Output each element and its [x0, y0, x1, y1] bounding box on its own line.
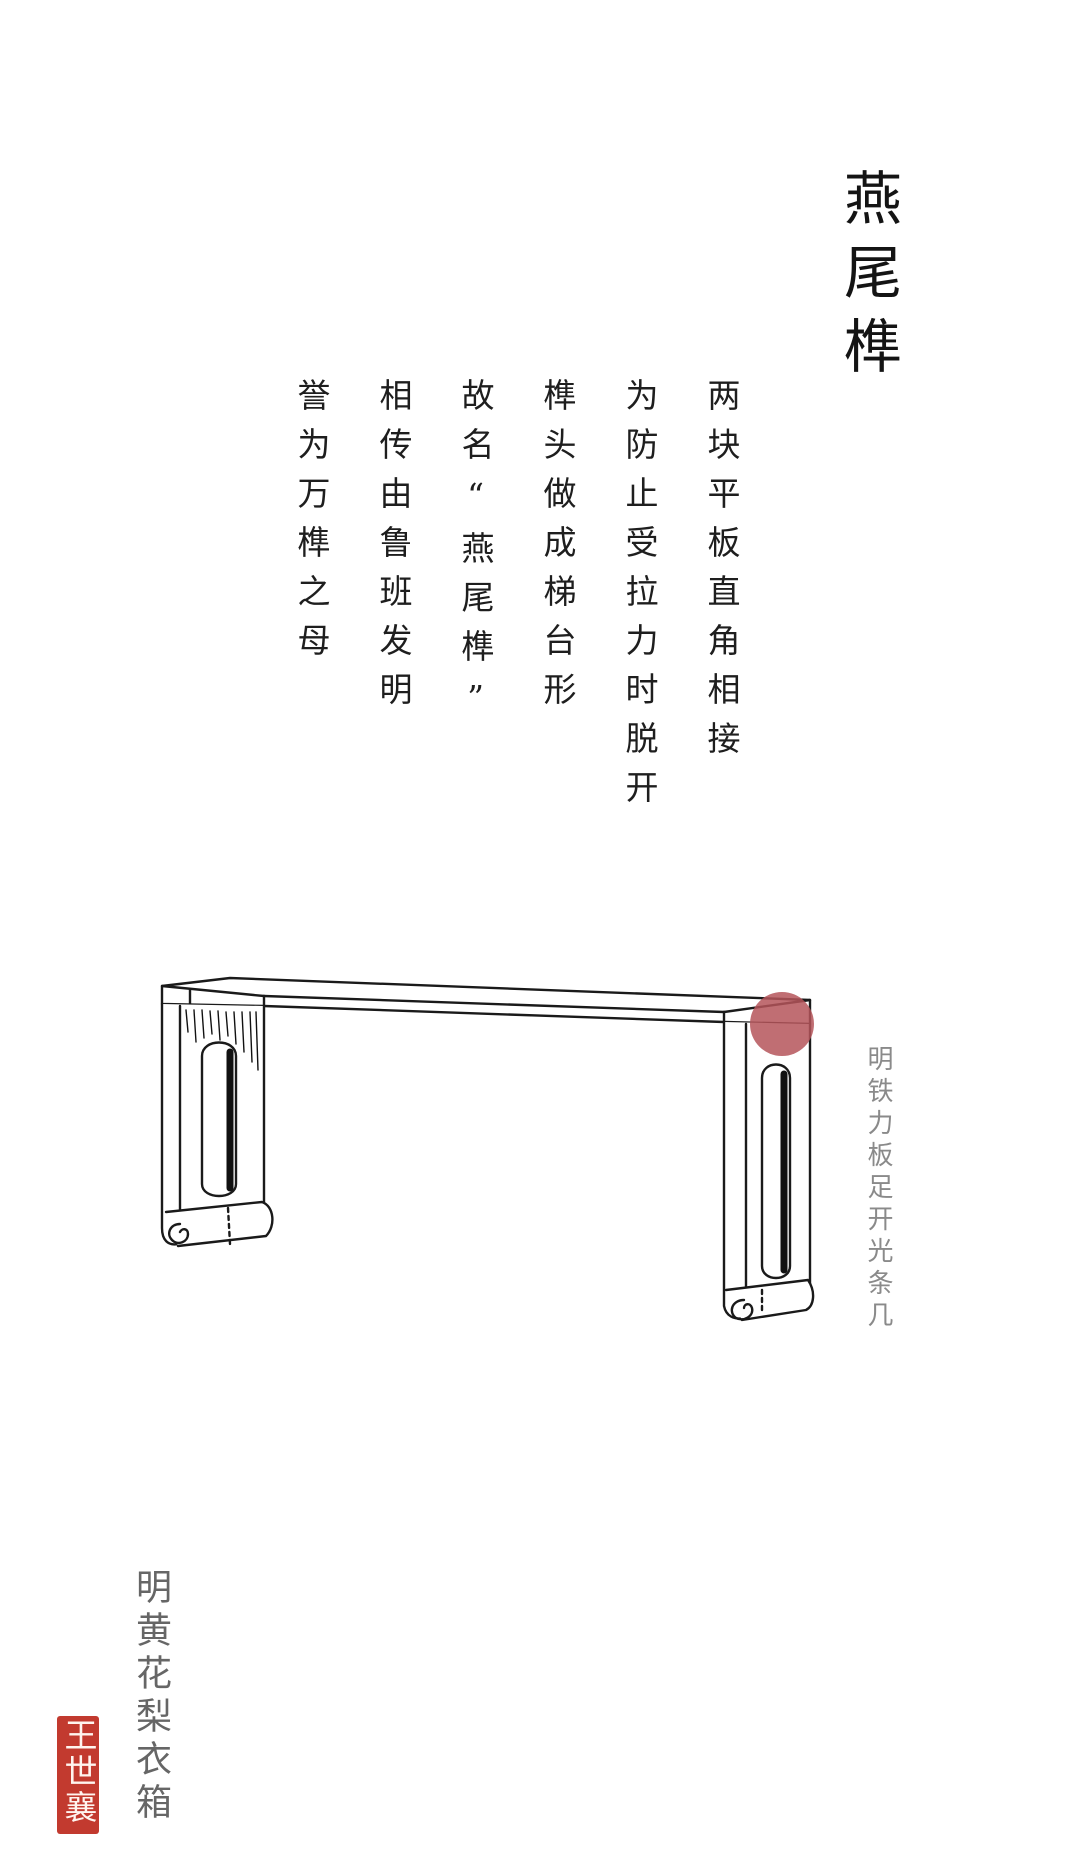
poem-column-5: 相传由鲁班发明: [374, 378, 413, 721]
seal-text: 王世襄: [59, 1718, 98, 1826]
poem-column-1: 两块平板直角相接: [702, 378, 741, 770]
poem-column-2: 为防止受拉力时脱开: [620, 378, 659, 819]
footer-caption: 明黄花梨衣箱: [130, 1568, 171, 1826]
page-title: 燕尾榫: [834, 168, 902, 390]
seal-stamp: 王世襄: [57, 1716, 99, 1834]
joint-highlight: [750, 992, 814, 1056]
poem-column-6: 誉为万榫之母: [292, 378, 331, 672]
poem-column-4: 故名“燕尾榫”: [456, 378, 495, 733]
illustration-caption: 明铁力板足开光条几: [863, 1045, 893, 1333]
table-illustration: [160, 976, 815, 1322]
poem-column-3: 榫头做成梯台形: [538, 378, 577, 721]
